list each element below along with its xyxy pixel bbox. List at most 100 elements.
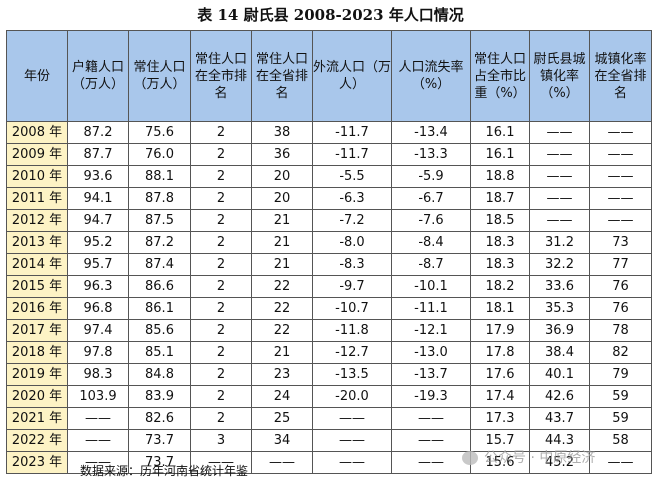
data-cell: 87.2: [67, 121, 129, 144]
data-cell: 73.7: [128, 429, 191, 452]
data-cell: 33.6: [529, 275, 590, 298]
data-cell: 24: [251, 385, 313, 408]
data-cell: 17.8: [470, 341, 530, 364]
data-cell: 17.4: [470, 385, 530, 408]
data-cell: 77: [589, 253, 652, 276]
data-cell: 86.1: [128, 297, 191, 320]
data-cell: 22: [251, 275, 313, 298]
data-cell: 78: [589, 319, 652, 342]
data-cell: 87.4: [128, 253, 191, 276]
data-cell: 103.9: [67, 385, 129, 408]
data-cell: -13.3: [391, 143, 471, 166]
year-cell: 2015 年: [6, 275, 68, 298]
data-cell: ——: [529, 165, 590, 188]
data-cell: -11.1: [391, 297, 471, 320]
data-cell: 22: [251, 297, 313, 320]
data-cell: 85.1: [128, 341, 191, 364]
data-cell: 2: [190, 363, 252, 386]
data-cell: 84.8: [128, 363, 191, 386]
data-cell: 40.1: [529, 363, 590, 386]
data-cell: 17.3: [470, 407, 530, 430]
table-row: 2012 年 94.7 87.5 2 21 -7.2 -7.6 18.5 —— ——: [6, 209, 652, 232]
data-cell: -10.1: [391, 275, 471, 298]
data-cell: ——: [529, 143, 590, 166]
data-cell: ——: [391, 429, 471, 452]
data-cell: 76: [589, 275, 652, 298]
data-cell: ——: [67, 451, 129, 474]
data-cell: -5.5: [312, 165, 392, 188]
data-cell: 59: [589, 385, 652, 408]
data-cell: 76.0: [128, 143, 191, 166]
table-row: 2014 年 95.7 87.4 2 21 -8.3 -8.7 18.3 32.2 77: [6, 253, 652, 276]
data-cell: 18.2: [470, 275, 530, 298]
data-cell: 18.5: [470, 209, 530, 232]
data-cell: 16.1: [470, 121, 530, 144]
data-cell: 18.1: [470, 297, 530, 320]
header-row: 年份 户籍人口（万人） 常住人口（万人） 常住人口在全市排名 常住人口在全省排名…: [6, 30, 652, 122]
header-year: 年份: [6, 30, 68, 122]
header-registered-pop: 户籍人口（万人）: [67, 30, 129, 122]
data-cell: 15.6: [470, 451, 530, 474]
table-row: 2010 年 93.6 88.1 2 20 -5.5 -5.9 18.8 —— ——: [6, 165, 652, 188]
year-cell: 2019 年: [6, 363, 68, 386]
table-row: 2018 年 97.8 85.1 2 21 -12.7 -13.0 17.8 38.4 82: [6, 341, 652, 364]
data-cell: 35.3: [529, 297, 590, 320]
data-cell: ——: [312, 429, 392, 452]
data-cell: 42.6: [529, 385, 590, 408]
data-cell: 2: [190, 407, 252, 430]
year-cell: 2022 年: [6, 429, 68, 452]
data-cell: ——: [529, 187, 590, 210]
data-cell: -10.7: [312, 297, 392, 320]
year-cell: 2010 年: [6, 165, 68, 188]
data-cell: 2: [190, 231, 252, 254]
header-city-rank: 常住人口在全市排名: [190, 30, 252, 122]
data-cell: 21: [251, 341, 313, 364]
year-cell: 2008 年: [6, 121, 68, 144]
data-cell: -7.6: [391, 209, 471, 232]
data-cell: 21: [251, 253, 313, 276]
year-cell: 2013 年: [6, 231, 68, 254]
data-cell: 2: [190, 209, 252, 232]
data-cell: ——: [589, 187, 652, 210]
data-cell: 17.6: [470, 363, 530, 386]
data-cell: 82.6: [128, 407, 191, 430]
data-cell: 2: [190, 341, 252, 364]
watermark: 公众号 · 中原经济: [462, 447, 595, 467]
data-cell: ——: [589, 165, 652, 188]
data-cell: 43.7: [529, 407, 590, 430]
table-row: 2020 年 103.9 83.9 2 24 -20.0 -19.3 17.4 42.6 59: [6, 385, 652, 408]
data-cell: ——: [529, 121, 590, 144]
year-cell: 2020 年: [6, 385, 68, 408]
population-table: 年份 户籍人口（万人） 常住人口（万人） 常住人口在全市排名 常住人口在全省排名…: [6, 30, 652, 474]
data-cell: ——: [391, 407, 471, 430]
data-cell: 21: [251, 209, 313, 232]
data-cell: 87.5: [128, 209, 191, 232]
data-cell: -12.1: [391, 319, 471, 342]
data-cell: ——: [589, 143, 652, 166]
data-cell: 59: [589, 407, 652, 430]
data-cell: 73.7: [128, 451, 191, 474]
data-cell: 98.3: [67, 363, 129, 386]
data-cell: -8.4: [391, 231, 471, 254]
data-cell: 76: [589, 297, 652, 320]
data-cell: -8.7: [391, 253, 471, 276]
header-resident-pop: 常住人口（万人）: [128, 30, 191, 122]
data-cell: 38.4: [529, 341, 590, 364]
data-cell: 32.2: [529, 253, 590, 276]
data-cell: -13.0: [391, 341, 471, 364]
data-cell: 22: [251, 319, 313, 342]
data-cell: -8.3: [312, 253, 392, 276]
data-cell: 25: [251, 407, 313, 430]
table-row: 2016 年 96.8 86.1 2 22 -10.7 -11.1 18.1 35.3 76: [6, 297, 652, 320]
data-cell: 96.8: [67, 297, 129, 320]
header-outflow-pop: 外流人口（万人）: [312, 30, 392, 122]
data-cell: ——: [251, 451, 313, 474]
year-cell: 2023 年: [6, 451, 68, 474]
data-cell: 2: [190, 297, 252, 320]
data-cell: ——: [67, 407, 129, 430]
header-urbanization-rate: 尉氏县城镇化率（%）: [529, 30, 590, 122]
data-cell: -5.9: [391, 165, 471, 188]
data-cell: -6.3: [312, 187, 392, 210]
data-cell: -13.5: [312, 363, 392, 386]
year-cell: 2014 年: [6, 253, 68, 276]
